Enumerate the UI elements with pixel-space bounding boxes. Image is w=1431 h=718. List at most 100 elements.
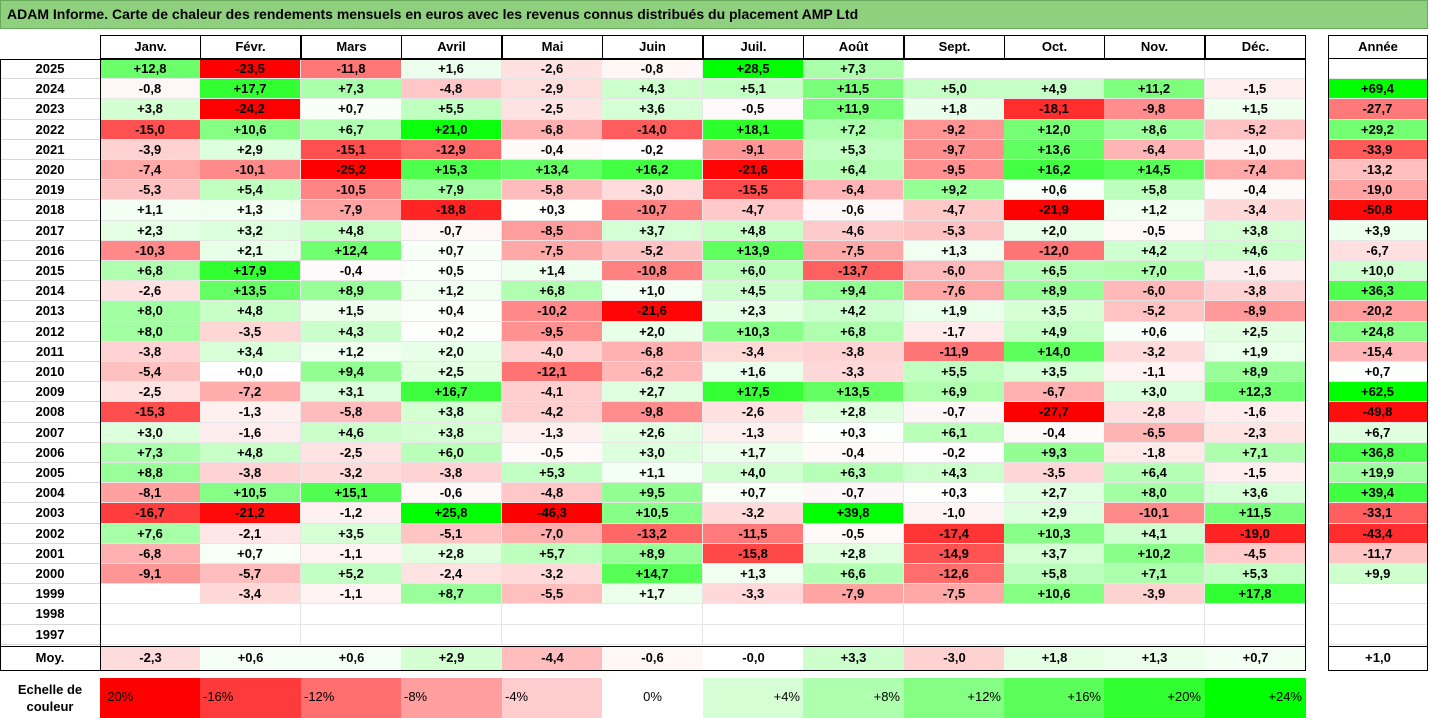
heatmap-cell: +9,4 <box>301 362 402 383</box>
heatmap-cell: +8,9 <box>1004 281 1105 302</box>
heatmap-cell: +3,8 <box>100 99 201 120</box>
heatmap-cell: +9,2 <box>904 180 1005 201</box>
month-header: Août <box>803 35 904 59</box>
heatmap-cell: +1,2 <box>1104 200 1205 221</box>
heatmap-cell: -7,0 <box>502 523 603 544</box>
heatmap-cell: -2,5 <box>301 442 402 463</box>
average-cell: +0,6 <box>200 646 301 671</box>
heatmap-cell: +3,2 <box>200 220 301 241</box>
heatmap-cell: -3,8 <box>401 463 502 484</box>
heatmap-cell: -5,2 <box>1205 119 1306 140</box>
heatmap-cell: -10,1 <box>1104 503 1205 524</box>
heatmap-cell: -1,3 <box>703 422 804 443</box>
heatmap-cell: +4,3 <box>602 79 703 100</box>
annual-cell: -20,2 <box>1328 301 1428 322</box>
heatmap-cell: +4,8 <box>703 220 804 241</box>
year-label: 2021 <box>0 140 100 160</box>
heatmap-cell: +3,8 <box>401 422 502 443</box>
heatmap-cell: +16,2 <box>602 160 703 181</box>
annual-cell: +10,0 <box>1328 261 1428 282</box>
heatmap-cell: +7,2 <box>803 119 904 140</box>
heatmap-cell: -1,6 <box>200 422 301 443</box>
heatmap-cell: +1,1 <box>100 200 201 221</box>
heatmap-cell: +6,9 <box>904 382 1005 403</box>
heatmap-cell: -2,8 <box>1104 402 1205 423</box>
year-label: 2010 <box>0 362 100 383</box>
heatmap-cell: +2,3 <box>703 301 804 322</box>
year-label: 2025 <box>0 59 100 80</box>
heatmap-cell: +2,8 <box>803 543 904 564</box>
month-header: Déc. <box>1205 35 1306 59</box>
heatmap-cell: +3,8 <box>401 402 502 423</box>
heatmap-cell: -0,6 <box>401 483 502 504</box>
heatmap-cell: -10,8 <box>602 261 703 282</box>
heatmap-cell <box>1004 59 1105 80</box>
heatmap-cell: +39,8 <box>803 503 904 524</box>
heatmap-cell: -1,5 <box>1205 463 1306 484</box>
heatmap-cell: -3,5 <box>200 321 301 342</box>
annual-cell: +6,7 <box>1328 422 1428 443</box>
heatmap-cell: -0,5 <box>1104 220 1205 241</box>
heatmap-cell: +6,0 <box>401 442 502 463</box>
heatmap-cell <box>200 624 301 645</box>
heatmap-cell: -18,1 <box>1004 99 1105 120</box>
heatmap-cell: -14,9 <box>904 543 1005 564</box>
heatmap-cell: +1,6 <box>401 59 502 80</box>
annual-cell <box>1328 584 1428 605</box>
heatmap-cell: -11,8 <box>301 59 402 80</box>
heatmap-cell: +8,9 <box>301 281 402 302</box>
average-annual-cell: +1,0 <box>1328 646 1428 671</box>
heatmap-cell: +4,2 <box>803 301 904 322</box>
annual-header: Année <box>1328 35 1428 59</box>
heatmap-cell: -21,6 <box>602 301 703 322</box>
heatmap-cell: +7,1 <box>1205 442 1306 463</box>
annual-cell: -50,8 <box>1328 200 1428 221</box>
heatmap-cell: -9,7 <box>904 139 1005 160</box>
heatmap-cell <box>200 604 301 625</box>
heatmap-cell: -15,3 <box>100 402 201 423</box>
heatmap-cell: -12,9 <box>401 139 502 160</box>
heatmap-cell: -10,2 <box>502 301 603 322</box>
heatmap-cell: +2,6 <box>602 422 703 443</box>
average-cell: +1,3 <box>1104 646 1205 671</box>
heatmap-cell: -5,5 <box>502 584 603 605</box>
heatmap-cell <box>803 624 904 645</box>
heatmap-cell: -2,9 <box>502 79 603 100</box>
heatmap-cell: +1,3 <box>904 240 1005 261</box>
heatmap-cell: +6,4 <box>1104 463 1205 484</box>
heatmap-cell <box>502 624 603 645</box>
heatmap-cell: +2,8 <box>401 543 502 564</box>
heatmap-cell: -0,6 <box>803 200 904 221</box>
annual-cell: +0,7 <box>1328 362 1428 383</box>
chart-title: ADAM Informe. Carte de chaleur des rende… <box>0 0 1428 29</box>
heatmap-cell: -7,9 <box>301 200 402 221</box>
heatmap-cell: -17,4 <box>904 523 1005 544</box>
year-label: 2018 <box>0 200 100 221</box>
heatmap-cell: +9,4 <box>803 281 904 302</box>
year-label: 2019 <box>0 180 100 201</box>
heatmap-cell: +14,5 <box>1104 160 1205 181</box>
heatmap-cell: +9,5 <box>602 483 703 504</box>
heatmap-cell: -3,2 <box>1104 341 1205 362</box>
heatmap-cell: +1,2 <box>401 281 502 302</box>
heatmap-cell: +4,3 <box>301 321 402 342</box>
heatmap-cell <box>703 624 804 645</box>
color-scale-step: -4% <box>502 678 603 718</box>
heatmap-cell: -0,7 <box>401 220 502 241</box>
heatmap-cell: -4,6 <box>803 220 904 241</box>
average-cell: -2,3 <box>100 646 201 671</box>
heatmap-cell: -3,4 <box>703 341 804 362</box>
heatmap-cell: -9,5 <box>502 321 603 342</box>
heatmap-cell: -5,3 <box>100 180 201 201</box>
heatmap-cell: +4,8 <box>200 442 301 463</box>
heatmap-cell: -5,3 <box>904 220 1005 241</box>
heatmap-cell: +8,0 <box>100 321 201 342</box>
heatmap-cell: -9,1 <box>100 564 201 585</box>
heatmap-cell <box>502 604 603 625</box>
color-scale-step: -16% <box>200 678 301 718</box>
heatmap-cell <box>1004 624 1105 645</box>
year-label: 2000 <box>0 564 100 585</box>
heatmap-cell: -2,4 <box>401 564 502 585</box>
heatmap-cell: +3,0 <box>602 442 703 463</box>
color-scale-step: -8% <box>401 678 502 718</box>
